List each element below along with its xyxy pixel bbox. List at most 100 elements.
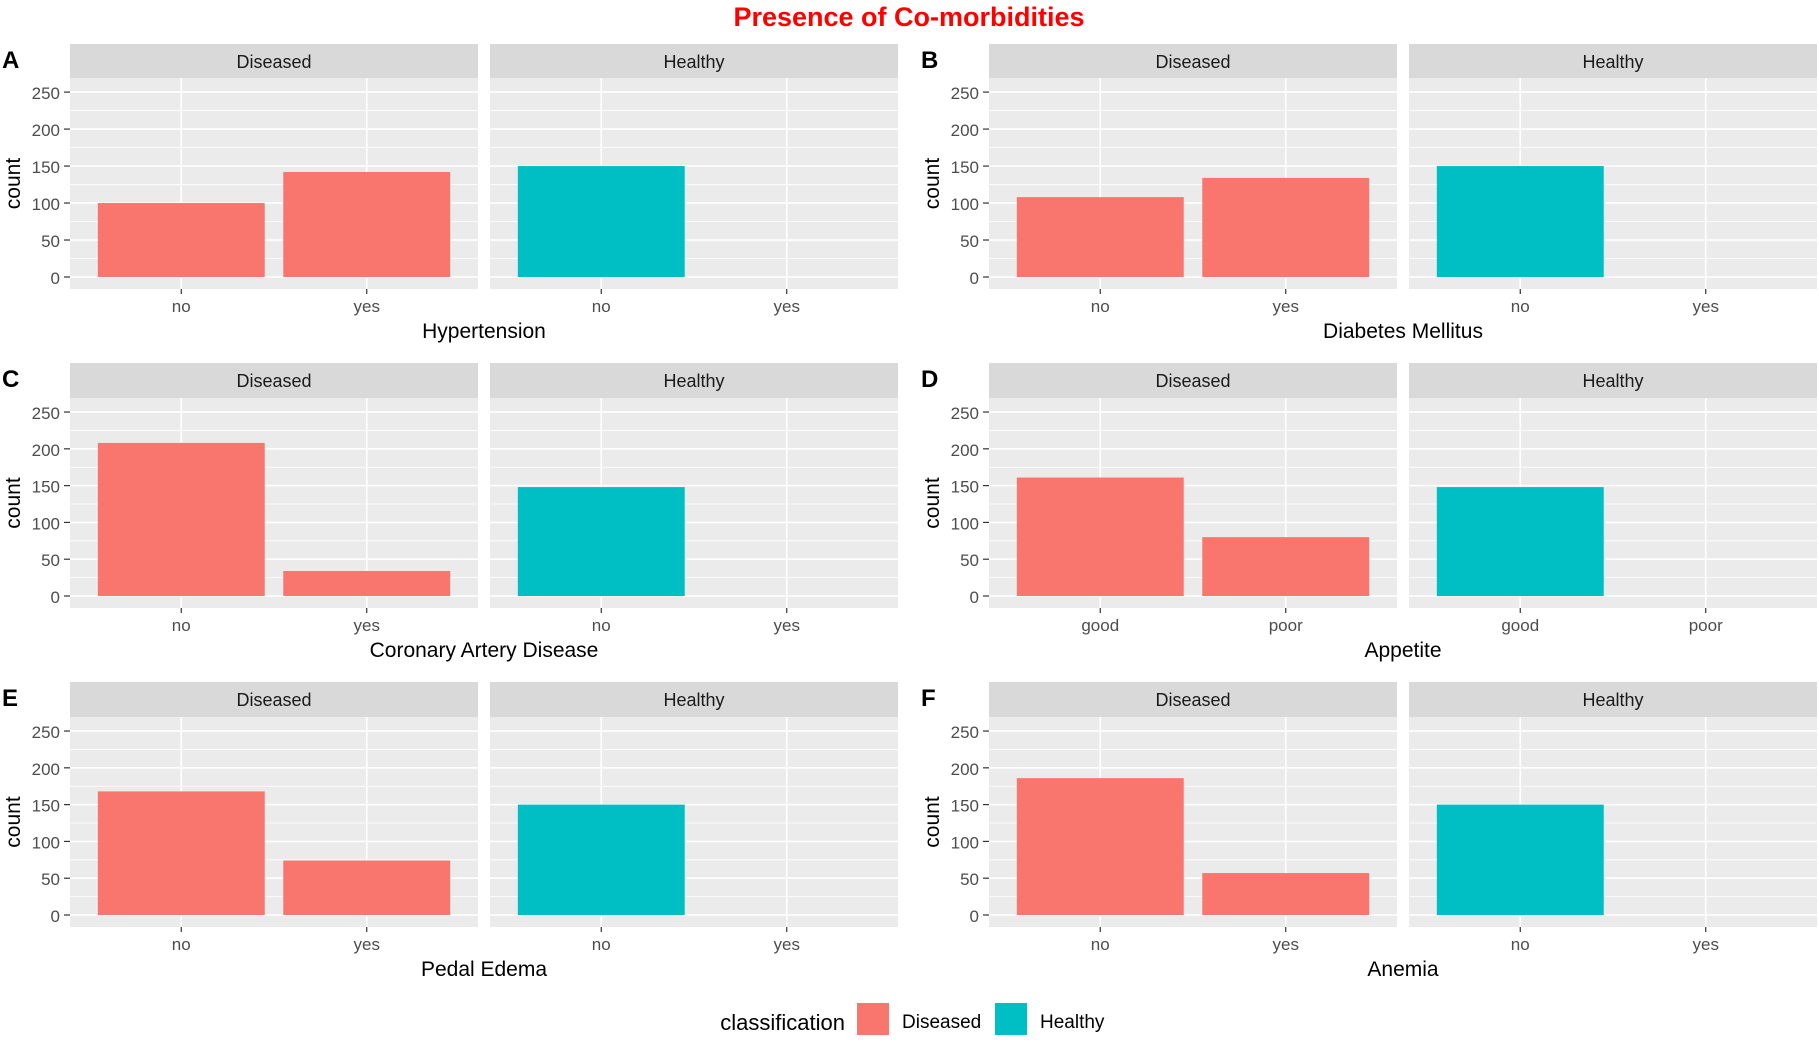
legend-key-healthy [995,1003,1027,1035]
y-tick-label: 50 [41,870,60,889]
y-tick-label: 200 [32,121,60,140]
y-tick-label: 250 [951,723,979,742]
y-tick-label: 0 [970,907,979,926]
facet-strip [989,44,1397,78]
y-tick-label: 100 [951,195,979,214]
legend-label-diseased: Diseased [902,1012,981,1033]
y-tick-label: 150 [32,478,60,497]
facet-strip-label: Diseased [236,52,311,72]
x-tick-label: yes [1692,935,1718,954]
facet-strip [1409,363,1817,398]
bar-healthy-no [517,166,685,277]
y-tick-label: 100 [32,514,60,533]
legend-label-healthy: Healthy [1040,1012,1105,1033]
panel-label: A [2,47,19,74]
facet-healthy: Healthy no yes [490,363,898,635]
y-tick-label: 250 [951,404,979,423]
y-tick-label: 0 [970,269,979,288]
y-tick-label: 150 [32,797,60,816]
y-tick-label: 150 [951,158,979,177]
x-tick-label: good [1501,616,1539,635]
y-tick-label: 200 [951,760,979,779]
y-tick-label: 250 [32,404,60,423]
legend-title: classification [720,1010,845,1035]
y-tick-label: 50 [41,232,60,251]
facet-strip-label: Healthy [1582,690,1643,710]
x-tick-label: yes [1272,935,1298,954]
facet-strip-label: Diseased [236,690,311,710]
figure-title: Presence of Co-morbidities [733,2,1084,32]
y-tick-label: 0 [970,588,979,607]
bar-diseased-yes [283,171,451,277]
bar-diseased-no [97,791,265,915]
facet-strip-label: Diseased [1155,52,1230,72]
x-tick-label: no [172,297,191,316]
x-axis-label: Hypertension [422,320,546,343]
y-tick-label: 200 [32,760,60,779]
facet-strip-label: Healthy [1582,52,1643,72]
facet-strip [70,682,478,717]
facet-healthy: Healthy no yes [490,44,898,316]
facet-healthy: Healthy no yes [1409,44,1817,316]
y-tick-label: 250 [32,84,60,103]
facet-strip [989,363,1397,398]
facet-diseased: Diseased no yes [989,682,1397,954]
facet-healthy: Healthy good poor [1409,363,1817,635]
x-tick-label: no [592,297,611,316]
facet-diseased: Diseased no yes [70,682,478,954]
facet-healthy: Healthy no yes [490,682,898,954]
bar-diseased-yes [1202,873,1370,915]
facet-diseased: Diseased no yes [70,44,478,316]
facet-healthy: Healthy no yes [1409,682,1817,954]
bar-diseased-no [1016,197,1184,277]
panel-label: D [921,366,938,393]
y-tick-label: 100 [951,833,979,852]
x-tick-label: yes [353,935,379,954]
y-tick-label: 150 [951,797,979,816]
y-tick-label: 0 [51,269,60,288]
x-tick-label: yes [353,297,379,316]
bar-healthy-no [1436,166,1604,277]
y-tick-label: 50 [41,551,60,570]
bar-diseased-yes [1202,177,1370,277]
bar-diseased-yes [283,860,451,915]
x-tick-label: no [592,616,611,635]
x-tick-label: yes [353,616,379,635]
x-tick-label: yes [1272,297,1298,316]
y-tick-label: 150 [32,158,60,177]
y-axis-label: count [921,477,944,529]
y-axis-label: count [2,796,25,848]
facet-strip [490,363,898,398]
y-tick-label: 50 [960,232,979,251]
y-tick-label: 200 [32,441,60,460]
y-axis-label: count [2,477,25,529]
y-tick-label: 250 [951,84,979,103]
x-tick-label: yes [773,616,799,635]
bar-diseased-no [97,203,265,277]
x-tick-label: no [1511,297,1530,316]
y-tick-label: 50 [960,870,979,889]
x-axis-label: Pedal Edema [421,958,547,981]
facet-diseased: Diseased no yes [989,44,1397,316]
x-tick-label: poor [1269,616,1303,635]
facet-strip [70,363,478,398]
bar-diseased-no [97,442,265,596]
facet-strip [490,682,898,717]
y-tick-label: 0 [51,907,60,926]
x-tick-label: good [1081,616,1119,635]
y-tick-label: 100 [32,833,60,852]
y-tick-label: 100 [951,514,979,533]
facet-strip [70,44,478,78]
y-tick-label: 200 [951,121,979,140]
x-tick-label: poor [1689,616,1723,635]
facet-strip [1409,44,1817,78]
facet-strip-label: Healthy [663,371,724,391]
